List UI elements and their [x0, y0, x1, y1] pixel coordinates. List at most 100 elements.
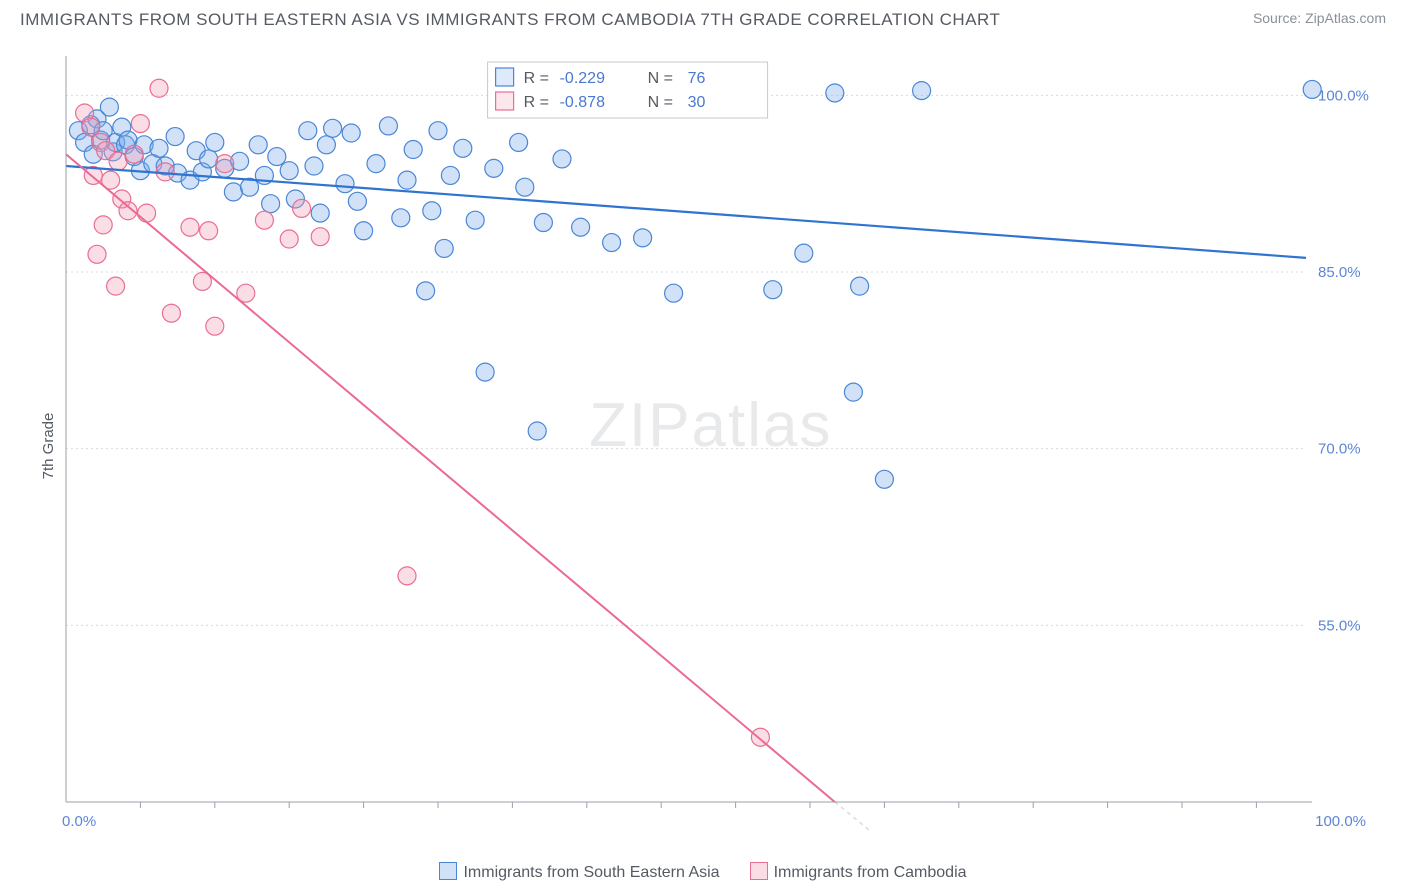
- data-point: [392, 209, 410, 227]
- data-point: [398, 171, 416, 189]
- data-point: [299, 122, 317, 140]
- legend-swatch: [439, 862, 457, 880]
- stats-swatch: [496, 92, 514, 110]
- data-point: [166, 128, 184, 146]
- stats-n-value: 30: [688, 94, 706, 111]
- data-point: [348, 192, 366, 210]
- data-point: [255, 211, 273, 229]
- data-point: [510, 133, 528, 151]
- plot-area: 55.0% 70.0% 85.0% 100.0% ZIPatlas 0.0% 100.0% R…: [60, 50, 1386, 832]
- data-point: [150, 79, 168, 97]
- data-point: [206, 317, 224, 335]
- y-tick-label: 85.0%: [1318, 264, 1361, 281]
- data-point: [342, 124, 360, 142]
- legend-swatch: [750, 862, 768, 880]
- x-max-label: 100.0%: [1315, 813, 1366, 830]
- data-point: [603, 234, 621, 252]
- stats-n-label: N =: [648, 94, 673, 111]
- data-point: [417, 282, 435, 300]
- data-point: [224, 183, 242, 201]
- data-point: [1303, 80, 1321, 98]
- y-tick-label: 100.0%: [1318, 87, 1369, 104]
- data-point: [200, 222, 218, 240]
- data-point: [88, 245, 106, 263]
- data-point: [826, 84, 844, 102]
- data-point: [665, 284, 683, 302]
- source-link[interactable]: ZipAtlas.com: [1305, 10, 1386, 26]
- data-point: [94, 216, 112, 234]
- data-point: [317, 136, 335, 154]
- data-point: [216, 155, 234, 173]
- data-point: [429, 122, 447, 140]
- x-origin-label: 0.0%: [62, 813, 96, 830]
- data-point: [280, 162, 298, 180]
- data-point: [454, 139, 472, 157]
- data-point: [441, 166, 459, 184]
- stats-r-value: -0.229: [560, 70, 605, 87]
- stats-swatch: [496, 68, 514, 86]
- data-point: [485, 159, 503, 177]
- data-point: [311, 204, 329, 222]
- data-point: [131, 115, 149, 133]
- data-point: [435, 239, 453, 257]
- data-point: [82, 118, 100, 136]
- data-point: [355, 222, 373, 240]
- data-point: [249, 136, 267, 154]
- data-point: [875, 470, 893, 488]
- data-point: [206, 133, 224, 151]
- data-point: [181, 218, 199, 236]
- data-point: [764, 281, 782, 299]
- data-point: [528, 422, 546, 440]
- data-point: [534, 214, 552, 232]
- data-point: [268, 148, 286, 166]
- data-point: [280, 230, 298, 248]
- data-point: [795, 244, 813, 262]
- data-point: [466, 211, 484, 229]
- watermark: ZIPatlas: [589, 391, 832, 460]
- data-point: [100, 98, 118, 116]
- trend-extension: [835, 802, 922, 832]
- data-point: [572, 218, 590, 236]
- data-point: [379, 117, 397, 135]
- data-point: [311, 228, 329, 246]
- data-point: [851, 277, 869, 295]
- data-point: [476, 363, 494, 381]
- data-point: [404, 141, 422, 159]
- data-point: [844, 383, 862, 401]
- stats-r-value: -0.878: [560, 94, 605, 111]
- stats-n-label: N =: [648, 70, 673, 87]
- data-point: [200, 150, 218, 168]
- y-axis-label: 7th Grade: [40, 413, 57, 480]
- stats-r-label: R =: [524, 70, 549, 87]
- legend-item: Immigrants from Cambodia: [750, 862, 967, 882]
- data-point: [398, 567, 416, 585]
- data-point: [634, 229, 652, 247]
- data-point: [293, 199, 311, 217]
- y-tick-label: 55.0%: [1318, 617, 1361, 634]
- stats-r-label: R =: [524, 94, 549, 111]
- data-point: [516, 178, 534, 196]
- legend-bottom: Immigrants from South Eastern Asia Immigr…: [0, 862, 1406, 882]
- y-tick-label: 70.0%: [1318, 441, 1361, 458]
- legend-label: Immigrants from Cambodia: [774, 864, 967, 881]
- data-point: [423, 202, 441, 220]
- legend-item: Immigrants from South Eastern Asia: [439, 862, 719, 882]
- trend-line-blue: [66, 166, 1306, 258]
- data-point: [109, 152, 127, 170]
- data-point: [162, 304, 180, 322]
- data-point: [913, 82, 931, 100]
- data-point: [336, 175, 354, 193]
- legend-label: Immigrants from South Eastern Asia: [463, 864, 719, 881]
- data-point: [150, 139, 168, 157]
- data-point: [262, 195, 280, 213]
- data-point: [125, 145, 143, 163]
- chart-title: IMMIGRANTS FROM SOUTH EASTERN ASIA VS IM…: [20, 10, 1000, 30]
- data-point: [324, 119, 342, 137]
- stats-n-value: 76: [688, 70, 706, 87]
- data-point: [367, 155, 385, 173]
- data-point: [107, 277, 125, 295]
- source-attribution: Source: ZipAtlas.com: [1253, 10, 1386, 26]
- data-point: [305, 157, 323, 175]
- data-point: [138, 204, 156, 222]
- data-point: [553, 150, 571, 168]
